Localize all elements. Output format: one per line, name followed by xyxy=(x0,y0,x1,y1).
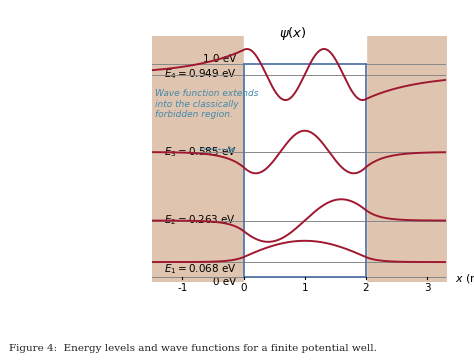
Text: -1: -1 xyxy=(177,283,188,293)
Text: $\psi(x)$: $\psi(x)$ xyxy=(279,26,306,42)
Text: 1.0 eV: 1.0 eV xyxy=(203,54,236,64)
Text: 0: 0 xyxy=(240,283,247,293)
Text: Wave function extends
into the classically
forbidden region.: Wave function extends into the classical… xyxy=(155,89,258,119)
Text: Figure 4:  Energy levels and wave functions for a finite potential well.: Figure 4: Energy levels and wave functio… xyxy=(9,344,377,353)
Text: 0 eV: 0 eV xyxy=(213,276,236,287)
Text: $x$ (nm): $x$ (nm) xyxy=(455,272,474,285)
Text: $E_1 = 0.068$ eV: $E_1 = 0.068$ eV xyxy=(164,262,236,276)
Text: 3: 3 xyxy=(424,283,430,293)
Text: $E_4 = 0.949$ eV: $E_4 = 0.949$ eV xyxy=(164,68,236,81)
Text: $E_2 = 0.263$ eV: $E_2 = 0.263$ eV xyxy=(164,213,236,228)
Text: $E_3 = 0.585$ eV: $E_3 = 0.585$ eV xyxy=(164,145,236,159)
Text: 2: 2 xyxy=(363,283,369,293)
Text: 1: 1 xyxy=(301,283,308,293)
